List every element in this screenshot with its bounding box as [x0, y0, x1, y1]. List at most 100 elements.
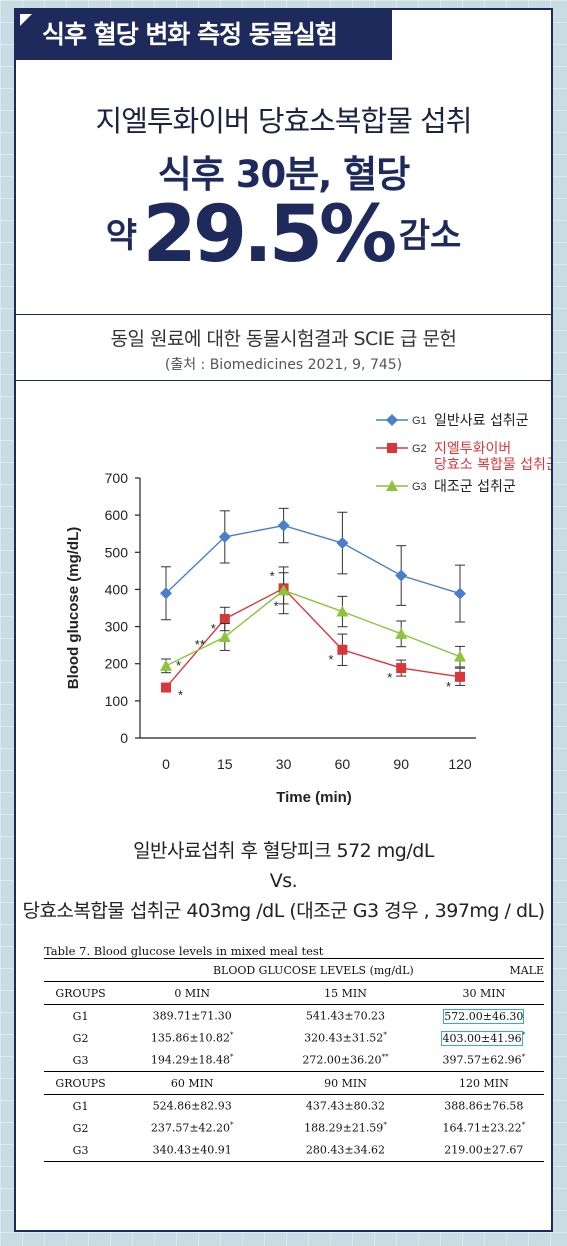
y-tick-label: 200 — [105, 656, 129, 672]
table-row: G1 524.86±82.93 437.43±80.32 388.86±76.5… — [44, 1095, 544, 1118]
data-table-block: Table 7. Blood glucose levels in mixed m… — [44, 944, 544, 1162]
y-tick-label: 600 — [105, 507, 129, 523]
legend-label: 당효소 복합물 섭취군 — [434, 457, 551, 473]
table-group-cell: G3 — [72, 1053, 89, 1067]
table-cell: 237.57±42.20 — [150, 1121, 231, 1135]
legend-code: G2 — [412, 443, 427, 455]
significance-mark: * — [270, 568, 275, 583]
significance-mark: * — [178, 688, 183, 703]
legend-label: 대조군 섭취군 — [434, 479, 516, 495]
table-group-cell: G1 — [72, 1099, 89, 1113]
y-tick-label: 0 — [120, 730, 128, 746]
table-row: G3 194.29±18.48* 272.00±36.20** 397.57±6… — [44, 1049, 544, 1072]
significance-mark: * — [521, 1053, 526, 1062]
comparison-versus: Vs. — [269, 870, 298, 892]
data-point-g1 — [160, 587, 172, 600]
data-point-g1 — [454, 587, 466, 600]
significance-mark: * — [230, 1053, 234, 1062]
table-cell: 437.43±80.32 — [305, 1099, 386, 1113]
table-cell: 194.29±18.48 — [150, 1053, 231, 1067]
data-point-g1 — [277, 519, 290, 532]
y-tick-label: 100 — [105, 693, 129, 709]
table-cell: 397.57±62.96 — [442, 1053, 522, 1067]
table-col-header: 30 MIN — [423, 981, 544, 1005]
table-cell: 389.71±71.30 — [152, 1009, 232, 1023]
comparison-line-control: 일반사료섭취 후 혈당피크 572 mg/dL — [133, 840, 434, 862]
data-point-g2 — [161, 682, 171, 693]
significance-mark: * — [383, 1121, 387, 1130]
table-sex-label: MALE — [423, 958, 544, 982]
table-col-header: 15 MIN — [267, 981, 424, 1005]
table-cell: 388.86±76.58 — [444, 1099, 524, 1113]
table-col-header: 60 MIN — [117, 1071, 268, 1095]
significance-mark: * — [383, 1031, 387, 1040]
table-col-header: 0 MIN — [117, 981, 268, 1005]
hero-reduction: 약 29.5% 감소 — [16, 190, 551, 280]
infographic-card: 식후 혈당 변화 측정 동물실험 지엘투화이버 당효소복합물 섭취 식후 30분… — [14, 8, 553, 1232]
table-col-header: 120 MIN — [423, 1071, 544, 1095]
legend-label: 일반사료 섭취군 — [434, 413, 529, 429]
hero-reduction-suffix: 감소 — [398, 216, 462, 256]
significance-mark: * — [230, 1031, 234, 1040]
table-cell: 135.86±10.82 — [150, 1031, 231, 1045]
data-point-g3 — [160, 659, 172, 671]
source-title: 동일 원료에 대한 동물시험결과 SCIE 급 문헌 — [110, 328, 457, 350]
hero-timing: 식후 30분, 혈당 — [157, 153, 411, 196]
significance-mark: ** — [195, 637, 205, 652]
significance-mark: * — [328, 652, 333, 667]
hero-reduction-value: 29.5% — [142, 190, 398, 280]
table-groups-label: GROUPS — [44, 981, 118, 1005]
table-cell: 524.86±82.93 — [152, 1099, 232, 1113]
table-super-header: BLOOD GLUCOSE LEVELS (mg/dL) — [117, 958, 424, 982]
table-cell: 340.43±40.91 — [152, 1143, 232, 1157]
table-header-row: GROUPS 0 MIN 15 MIN 30 MIN — [44, 981, 544, 1005]
x-tick-label: 0 — [162, 756, 170, 772]
data-point-g1 — [395, 569, 408, 582]
table-col-header: 90 MIN — [267, 1071, 424, 1095]
series-line-g3 — [165, 589, 461, 667]
section-header-title: 식후 혈당 변화 측정 동물실험 — [42, 20, 338, 49]
table-cell: 541.43±70.23 — [305, 1009, 386, 1023]
table-row: G2 237.57±42.20* 188.29±21.59* 164.71±23… — [44, 1117, 544, 1139]
table-super-header-row: BLOOD GLUCOSE LEVELS (mg/dL) MALE — [44, 958, 544, 982]
series-line-g1 — [165, 524, 461, 595]
hero-headline: 지엘투화이버 당효소복합물 섭취 식후 30분, 혈당 약 29.5% 감소 — [16, 60, 551, 315]
significance-mark: * — [274, 598, 279, 613]
legend-label: 지엘투화이버 — [434, 441, 511, 457]
data-point-g2 — [219, 613, 230, 624]
table-cell: 219.00±27.67 — [444, 1143, 524, 1157]
legend-code: G1 — [412, 415, 427, 427]
table-row: G1 389.71±71.30 541.43±70.23 572.00±46.3… — [44, 1005, 544, 1028]
table-cell-highlighted: 572.00±46.30 — [443, 1008, 525, 1024]
y-tick-label: 400 — [105, 581, 129, 597]
y-tick-label: 300 — [105, 619, 129, 635]
table-group-cell: G1 — [72, 1009, 89, 1023]
legend-marker-g2 — [387, 443, 397, 453]
data-point-g3 — [454, 650, 466, 662]
blood-glucose-chart: 0 100 200 300 400 500 600 700 0 15 30 60 90 120 Time (… — [65, 413, 551, 806]
table-cell-highlighted: 403.00±41.96 — [441, 1030, 523, 1046]
y-tick-label: 500 — [105, 544, 129, 560]
table-group-cell: G3 — [44, 1139, 118, 1162]
data-point-g3 — [336, 605, 349, 617]
table-caption: Table 7. Blood glucose levels in mixed m… — [44, 944, 324, 958]
significance-mark: * — [230, 1121, 234, 1130]
significance-mark: * — [176, 658, 181, 673]
table-header-row: GROUPS 60 MIN 90 MIN 120 MIN — [44, 1071, 544, 1095]
x-axis-label: Time (min) — [276, 789, 352, 806]
glucose-table: BLOOD GLUCOSE LEVELS (mg/dL) MALE GROUPS… — [44, 958, 544, 1162]
section-header: 식후 혈당 변화 측정 동물실험 — [16, 10, 392, 60]
data-point-g3 — [218, 630, 231, 642]
table-cell: 280.43±34.62 — [305, 1143, 386, 1157]
x-tick-label: 60 — [335, 756, 351, 772]
significance-mark: ** — [381, 1053, 389, 1062]
data-point-g2 — [455, 671, 465, 682]
table-cell: 164.71±23.22 — [442, 1121, 522, 1135]
comparison-line-treatment: 당효소복합물 섭취군 403mg /dL (대조군 G3 경우 , 397mg … — [22, 900, 545, 922]
data-point-g2 — [396, 663, 407, 674]
data-point-g1 — [336, 537, 349, 550]
significance-mark: * — [521, 1031, 526, 1040]
significance-mark: * — [521, 1121, 526, 1130]
y-axis-label: Blood glucose (mg/dL) — [65, 527, 82, 690]
significance-mark: * — [211, 621, 216, 636]
